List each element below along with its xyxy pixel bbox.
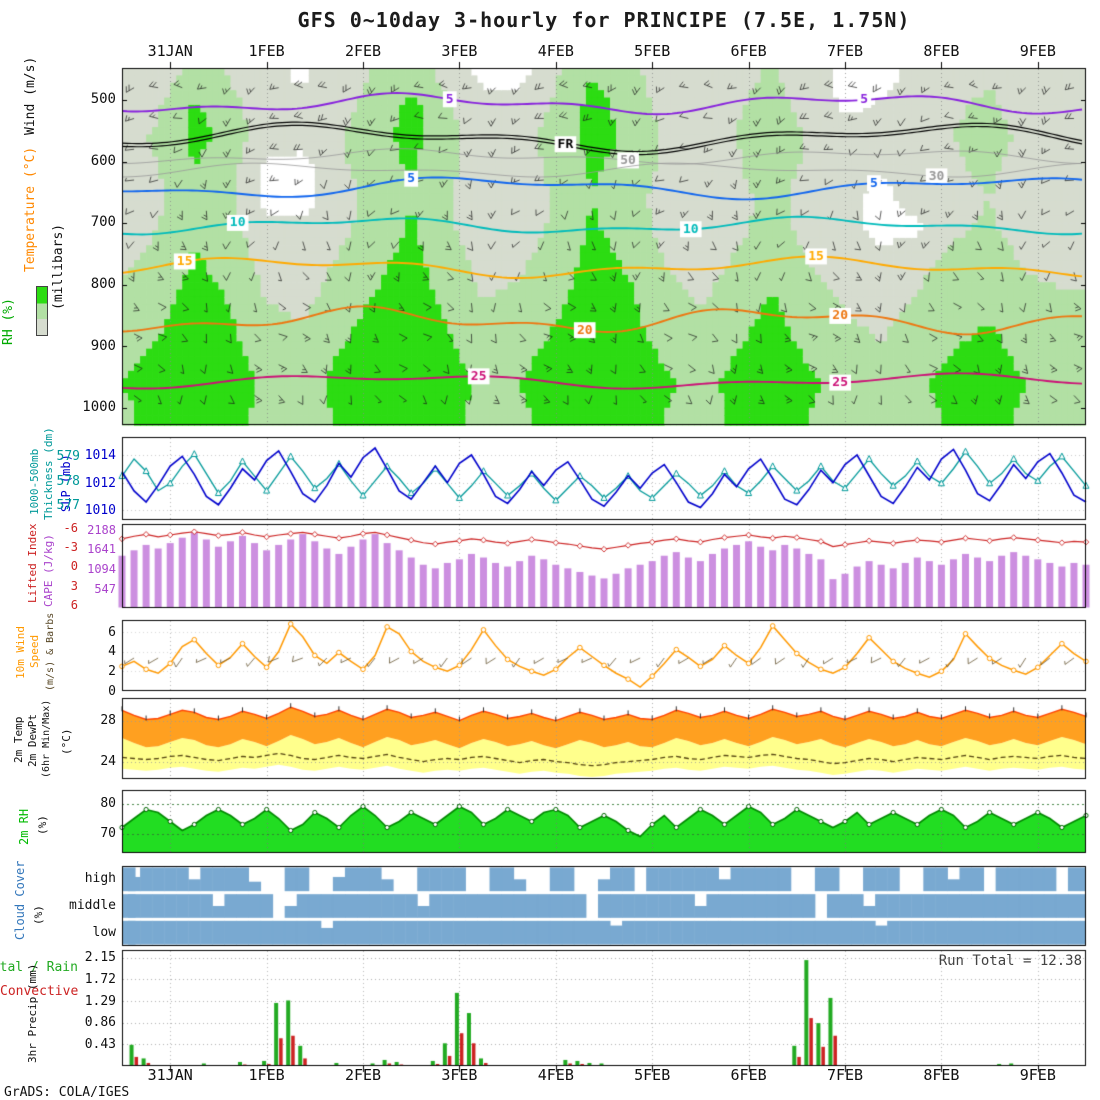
- y-tick-precip: 1.72: [84, 972, 116, 988]
- axis-label-wind: Wind (m/s): [23, 56, 38, 135]
- x-tick-label-top: 2FEB: [344, 42, 382, 60]
- x-tick-label-top: 7FEB: [826, 42, 864, 60]
- y-tick-rh2m: 80: [100, 796, 116, 812]
- x-tick-label-top: 6FEB: [730, 42, 767, 60]
- y-tick-cape: 1641: [87, 542, 116, 557]
- chart-title: GFS 0~10day 3-hourly for PRINCIPE (7.5E,…: [297, 8, 911, 32]
- y-tick-cloud-row: low: [92, 924, 116, 940]
- y-tick-lifted-index: -3: [63, 540, 78, 554]
- axis-label-temperature: Temperature (°C): [23, 146, 38, 272]
- y-tick-wind-speed: 0: [108, 683, 116, 699]
- y-tick-slp: 1012: [84, 475, 116, 491]
- x-tick-label-bottom: 6FEB: [730, 1066, 767, 1084]
- rh-colorbar: [36, 286, 48, 336]
- y-tick-cloud-row: middle: [69, 898, 116, 913]
- y-tick-lifted-index: 3: [70, 578, 78, 593]
- y-tick-temp: 24: [100, 754, 116, 770]
- x-tick-label-bottom: 2FEB: [344, 1066, 382, 1084]
- x-tick-label-bottom: 1FEB: [248, 1066, 285, 1084]
- axis-label-precip: 3hr Precip (mm): [26, 963, 39, 1063]
- axis-label-rh2m-2: (%): [36, 815, 49, 835]
- axis-label-cloud-1: Cloud Cover: [13, 860, 27, 940]
- x-tick-label-bottom: 8FEB: [923, 1066, 960, 1084]
- y-tick-lifted-index: 6: [70, 598, 78, 613]
- y-tick-temp: 28: [100, 713, 116, 729]
- x-tick-label-top: 9FEB: [1019, 42, 1056, 60]
- axis-label-wind10m-2: Speed: [28, 634, 41, 668]
- axis-label-t2m-2: 2m DewPt: [26, 714, 39, 767]
- x-tick-label-top: 4FEB: [537, 42, 574, 60]
- y-tick-rh2m: 70: [100, 826, 116, 842]
- axis-label-rh: RH (%): [1, 298, 16, 345]
- axis-label-t2m-4: (°C): [60, 728, 73, 756]
- y-tick-pressure: 900: [90, 337, 116, 354]
- y-tick-pressure: 600: [90, 152, 116, 169]
- axis-label-rh2m-1: 2m RH: [17, 808, 31, 845]
- x-tick-label-top: 1FEB: [248, 42, 285, 60]
- x-tick-label-bottom: 4FEB: [537, 1066, 574, 1084]
- y-tick-wind-speed: 2: [108, 664, 116, 680]
- y-tick-cape: 2188: [87, 522, 116, 537]
- y-tick-cape: 547: [94, 581, 116, 596]
- y-tick-wind-speed: 4: [108, 644, 116, 660]
- y-tick-precip: 0.86: [84, 1015, 116, 1031]
- y-tick-pressure: 500: [90, 91, 116, 108]
- y-tick-precip: 2.15: [84, 950, 116, 966]
- x-tick-label-bottom: 31JAN: [147, 1066, 193, 1084]
- x-tick-label-top: 3FEB: [441, 42, 478, 60]
- y-tick-pressure: 700: [90, 214, 116, 231]
- y-tick-thickness: 579: [56, 449, 80, 465]
- axis-label-wind10m-1: 10m Wind: [14, 626, 27, 679]
- x-tick-label-bottom: 3FEB: [441, 1066, 478, 1084]
- axis-label-t2m-3: (6hr Min/Max): [41, 699, 52, 778]
- y-tick-thickness: 578: [56, 473, 80, 489]
- y-tick-slp: 1010: [84, 503, 116, 519]
- x-tick-label-top: 5FEB: [634, 42, 671, 60]
- y-tick-thickness: 577: [56, 498, 80, 514]
- axis-label-wind10m-3: (m/s) & Barbs: [45, 612, 56, 691]
- y-tick-cloud-row: high: [84, 871, 116, 887]
- legend-convective: Convective: [0, 984, 79, 999]
- y-tick-pressure: 800: [90, 275, 116, 292]
- legend-total-rain: Total / Rain: [0, 960, 78, 975]
- y-tick-pressure: 1000: [82, 399, 116, 416]
- axis-label-t2m-1: 2m Temp: [12, 716, 25, 763]
- x-tick-label-bottom: 7FEB: [826, 1066, 864, 1084]
- y-tick-cape: 1094: [87, 561, 116, 576]
- x-tick-label-bottom: 9FEB: [1019, 1066, 1056, 1084]
- y-tick-precip: 1.29: [84, 993, 116, 1009]
- y-tick-slp: 1014: [84, 447, 116, 463]
- y-tick-wind-speed: 6: [108, 624, 116, 640]
- y-tick-lifted-index: -6: [63, 520, 78, 535]
- axis-label-cloud-2: (%): [32, 905, 45, 925]
- x-tick-label-top: 8FEB: [923, 42, 960, 60]
- run-total-text: Run Total = 12.38: [938, 953, 1082, 969]
- axis-label-millibars: (millibars): [51, 223, 66, 310]
- x-tick-label-bottom: 5FEB: [634, 1066, 671, 1084]
- y-tick-precip: 0.43: [84, 1037, 116, 1053]
- x-tick-label-top: 31JAN: [147, 42, 193, 60]
- grads-credit: GrADS: COLA/IGES: [4, 1085, 130, 1100]
- y-tick-lifted-index: 0: [70, 559, 78, 574]
